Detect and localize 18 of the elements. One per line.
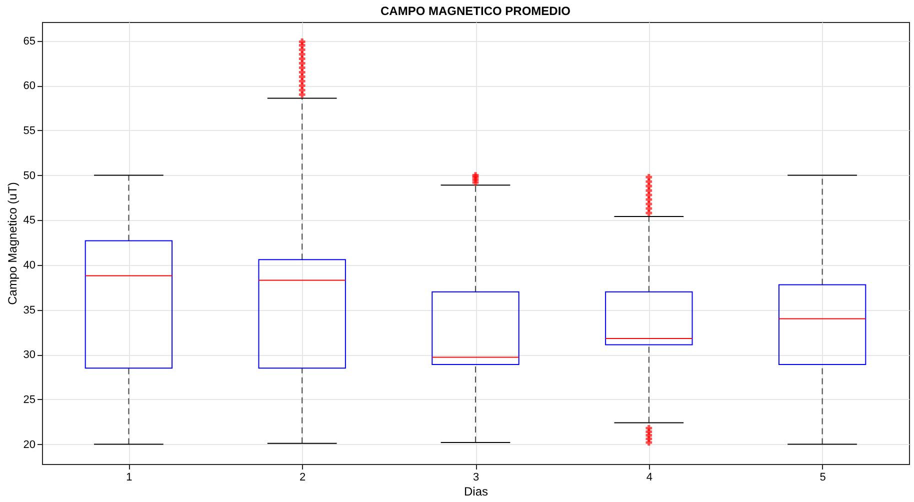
y-tick-label: 20 bbox=[23, 438, 36, 451]
x-tick-label: 4 bbox=[646, 472, 652, 484]
y-tick-label: 55 bbox=[23, 124, 36, 137]
y-tick-label: 50 bbox=[23, 170, 36, 182]
y-tick-label: 60 bbox=[23, 80, 36, 92]
y-tick-label: 30 bbox=[23, 349, 36, 362]
x-tick-label: 5 bbox=[820, 472, 826, 484]
x-tick-label: 1 bbox=[126, 472, 132, 484]
y-tick-label: 40 bbox=[23, 259, 36, 272]
x-axis-title: Dias bbox=[464, 484, 488, 498]
y-tick-label: 25 bbox=[23, 394, 36, 406]
y-tick-label: 35 bbox=[23, 304, 36, 316]
x-tick-label: 3 bbox=[472, 472, 480, 484]
chart-title: CAMPO MAGNETICO PROMEDIO bbox=[380, 4, 571, 18]
x-tick-label: 2 bbox=[300, 472, 306, 484]
y-tick-label: 45 bbox=[23, 214, 36, 227]
y-tick-label: 65 bbox=[23, 35, 36, 48]
y-axis-title: Campo Magnetico (uT) bbox=[5, 182, 20, 305]
